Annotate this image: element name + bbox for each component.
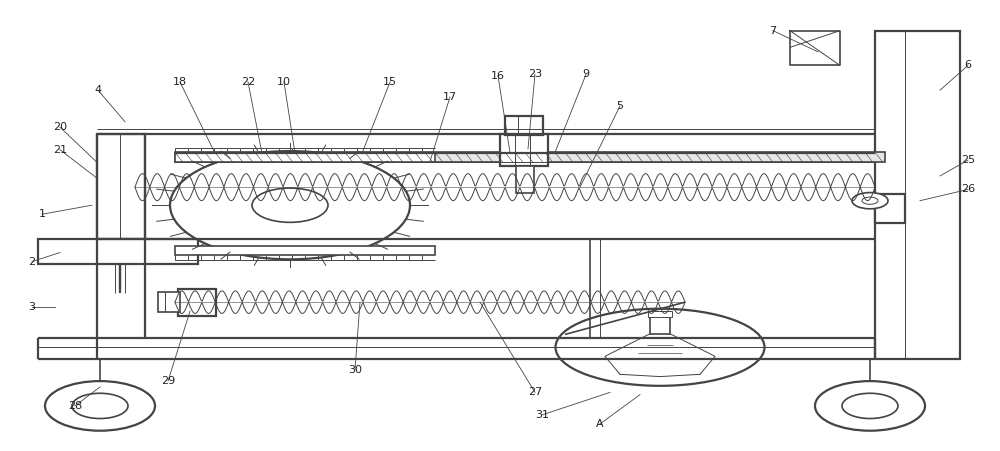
Text: 21: 21	[53, 145, 67, 155]
Text: 3: 3	[28, 302, 36, 312]
Bar	[158, 292, 180, 312]
Ellipse shape	[556, 308, 765, 386]
Circle shape	[862, 197, 878, 204]
Text: 23: 23	[528, 69, 542, 79]
Bar	[875, 31, 960, 359]
Bar	[38, 239, 198, 264]
Text: 25: 25	[961, 155, 975, 165]
Circle shape	[252, 188, 328, 222]
Circle shape	[842, 393, 898, 419]
Bar	[500, 134, 548, 166]
Text: 30: 30	[348, 365, 362, 375]
Text: A: A	[596, 419, 604, 429]
Circle shape	[45, 381, 155, 431]
Bar	[505, 116, 543, 135]
Text: 9: 9	[582, 69, 590, 79]
Text: 28: 28	[68, 401, 82, 411]
Circle shape	[815, 381, 925, 431]
Bar	[650, 316, 670, 334]
Circle shape	[72, 393, 128, 419]
Bar	[178, 289, 216, 316]
Text: 29: 29	[161, 376, 175, 386]
Bar	[175, 153, 435, 162]
Text: 1: 1	[38, 209, 46, 219]
Text: 6: 6	[964, 60, 972, 70]
Text: 7: 7	[769, 26, 777, 36]
Text: 15: 15	[383, 77, 397, 87]
Text: 27: 27	[528, 387, 542, 397]
Text: 18: 18	[173, 77, 187, 87]
Text: 10: 10	[277, 77, 291, 87]
Text: 4: 4	[94, 85, 102, 95]
Bar	[97, 134, 145, 239]
Text: 22: 22	[241, 77, 255, 87]
Bar	[175, 152, 885, 162]
Circle shape	[852, 193, 888, 209]
Bar	[648, 311, 672, 317]
Circle shape	[170, 151, 410, 259]
Text: 20: 20	[53, 122, 67, 132]
Text: 17: 17	[443, 92, 457, 102]
Bar	[516, 166, 534, 193]
Text: 16: 16	[491, 71, 505, 81]
Text: 2: 2	[28, 257, 36, 267]
Text: 26: 26	[961, 184, 975, 194]
Text: 5: 5	[616, 101, 624, 111]
Bar	[175, 246, 435, 255]
Text: 31: 31	[535, 410, 549, 420]
Bar	[875, 194, 905, 223]
